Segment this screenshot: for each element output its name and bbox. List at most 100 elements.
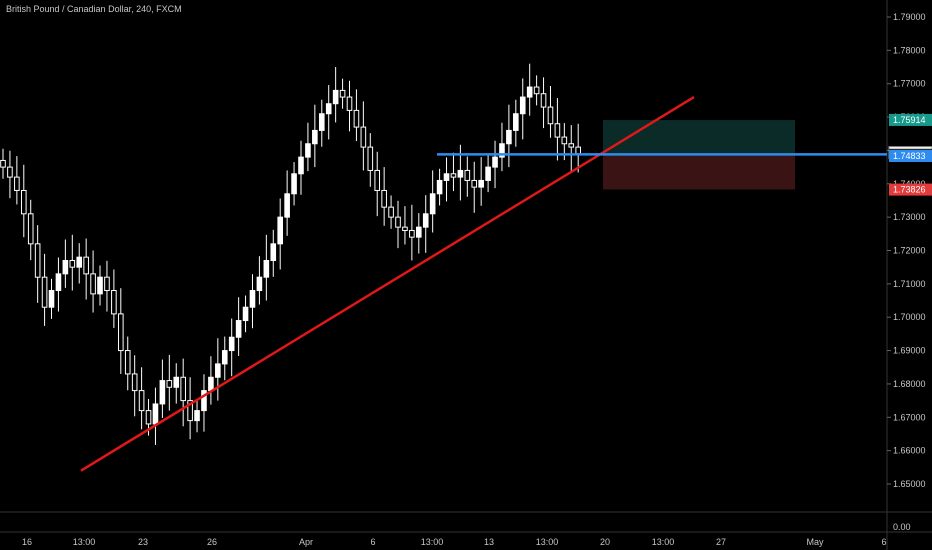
candle-body: [118, 313, 124, 352]
candle-body: [519, 96, 526, 115]
x-tick-label: 13:00: [421, 537, 444, 547]
candle-body: [270, 243, 277, 262]
candle-body: [360, 126, 367, 148]
candle-body: [332, 89, 339, 105]
candle-body: [131, 373, 138, 392]
x-tick-label: 23: [138, 537, 148, 547]
candle-body: [201, 390, 207, 412]
candle-body: [443, 173, 450, 181]
y-tick-label: 1.67000: [893, 412, 926, 422]
candle-body: [339, 89, 346, 98]
candle-body: [256, 276, 263, 292]
candle-body: [367, 146, 374, 171]
candle-body: [416, 226, 422, 238]
stop-zone: [603, 154, 795, 190]
price-tag-label: 1.75914: [893, 115, 926, 125]
candle-body: [48, 290, 55, 308]
candle-body: [436, 179, 443, 195]
price-tag-red: [889, 183, 932, 196]
x-tick-label: Apr: [299, 537, 313, 547]
candle-body: [152, 403, 159, 425]
candle-body: [97, 276, 103, 295]
x-tick-label: 13: [484, 537, 494, 547]
candle-body: [409, 229, 415, 238]
y-tick-label: 1.65000: [893, 479, 926, 489]
candle-body: [159, 380, 166, 405]
x-tick-label: 13:00: [536, 537, 559, 547]
target-zone: [603, 120, 795, 155]
candle-body: [187, 400, 193, 422]
y-tick-label: 1.69000: [893, 346, 926, 356]
chart-title: British Pound / Canadian Dollar, 240, FX…: [6, 4, 182, 14]
candle-body: [69, 260, 76, 268]
x-tick-label: 26: [207, 537, 217, 547]
candle-body: [499, 143, 505, 158]
y-tick-label: 1.70000: [893, 312, 926, 322]
indicator-tick-label: 0.00: [893, 522, 911, 532]
candle-body: [284, 193, 290, 218]
x-tick-label: 16: [22, 537, 32, 547]
x-tick-label: 13:00: [73, 537, 96, 547]
y-tick-label: 1.73000: [893, 212, 926, 222]
candle-body: [228, 336, 235, 352]
candle-body: [305, 143, 311, 158]
candle-body: [506, 129, 512, 145]
candle-body: [291, 173, 297, 195]
candle-body: [450, 173, 457, 178]
candle-body: [561, 136, 568, 145]
candle-body: [215, 363, 221, 378]
candle-body: [83, 256, 89, 275]
candle-body: [568, 143, 575, 148]
candle-body: [27, 213, 34, 245]
candle-body: [14, 176, 20, 191]
candle-body: [90, 273, 96, 295]
candle-body: [7, 166, 13, 178]
candle-body: [471, 179, 478, 188]
candle-body: [166, 380, 173, 388]
y-tick-label: 1.78000: [893, 45, 926, 55]
candle-body: [20, 189, 27, 215]
trendline: [80, 95, 695, 472]
candle-body: [298, 156, 304, 175]
candle-body: [533, 86, 540, 95]
candle-body: [395, 216, 401, 228]
candle-body: [138, 390, 145, 412]
x-tick-label: 6: [881, 537, 886, 547]
candle-body: [249, 290, 256, 308]
candle-body: [263, 260, 270, 278]
price-tag-label: 1.74833: [893, 151, 926, 161]
candle-body: [194, 410, 200, 422]
candle-body: [312, 129, 318, 145]
price-tag-label: 1.73826: [893, 185, 926, 195]
candle-body: [221, 350, 228, 365]
price-tag-green: [889, 113, 932, 126]
y-tick-label: 1.71000: [893, 279, 926, 289]
candle-body: [464, 169, 471, 181]
candle-body: [422, 213, 429, 228]
candle-body: [55, 273, 62, 292]
candle-body: [111, 290, 117, 315]
candle-body: [429, 193, 436, 215]
candle-body: [325, 103, 332, 115]
price-tag-blue: [889, 149, 932, 162]
candle-body: [34, 243, 41, 278]
candle-body: [381, 189, 387, 208]
candle-body: [318, 113, 325, 131]
x-tick-label: 13:00: [652, 537, 675, 547]
candle-body: [104, 276, 110, 292]
candle-body: [277, 216, 283, 245]
candle-body: [478, 179, 484, 188]
candle-body: [41, 276, 48, 308]
y-tick-label: 1.66000: [893, 446, 926, 456]
candle-body: [124, 350, 131, 375]
candle-body: [353, 109, 360, 128]
candle-body: [0, 159, 6, 168]
candle-body: [513, 113, 519, 131]
candle-body: [402, 226, 408, 231]
candle-body: [575, 146, 581, 155]
x-tick-label: 6: [370, 537, 375, 547]
candle-body: [554, 123, 561, 138]
y-tick-label: 1.68000: [893, 379, 926, 389]
y-tick-label: 1.77000: [893, 79, 926, 89]
